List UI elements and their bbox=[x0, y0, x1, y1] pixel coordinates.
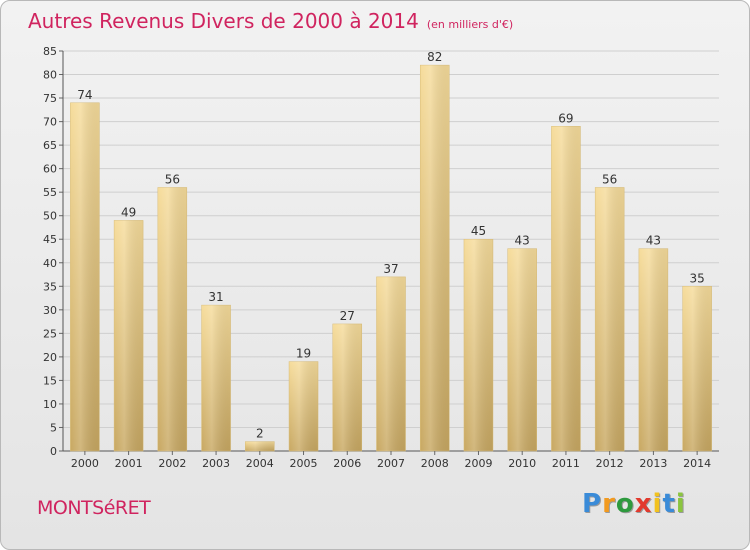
data-label-2001: 49 bbox=[121, 205, 136, 219]
bar-highlight-2007 bbox=[376, 276, 406, 451]
data-label-2009: 45 bbox=[471, 224, 486, 238]
bar-highlight-2009 bbox=[463, 239, 493, 451]
data-label-2012: 56 bbox=[602, 172, 617, 186]
data-label-2006: 27 bbox=[340, 309, 355, 323]
y-tick-labels: 0 5 10 15 20 25 30 35 40 45 50 55 60 65 70 75 80 85 bbox=[43, 45, 57, 458]
logo-letter: r bbox=[602, 489, 616, 519]
y-tick-label: 25 bbox=[43, 327, 57, 340]
x-tick-label-2004: 2004 bbox=[246, 457, 274, 470]
x-tick-label-2003: 2003 bbox=[202, 457, 230, 470]
data-label-2002: 56 bbox=[165, 172, 180, 186]
x-tick-label-2008: 2008 bbox=[421, 457, 449, 470]
x-tick-label-2014: 2014 bbox=[683, 457, 711, 470]
bar-highlight-2013 bbox=[638, 248, 668, 451]
y-tick-label: 80 bbox=[43, 69, 57, 82]
y-tick-label: 10 bbox=[43, 398, 57, 411]
bar-highlight-2011 bbox=[551, 126, 581, 451]
bar-highlight-2002 bbox=[157, 187, 187, 451]
y-tick-label: 85 bbox=[43, 45, 57, 58]
bar-highlight-2005 bbox=[289, 361, 319, 451]
data-label-2000: 74 bbox=[77, 88, 92, 102]
y-tick-label: 45 bbox=[43, 233, 57, 246]
x-tick-label-2002: 2002 bbox=[158, 457, 186, 470]
logo-letter: P bbox=[582, 489, 603, 519]
logo-letter: i bbox=[675, 489, 686, 519]
x-tick-label-2009: 2009 bbox=[464, 457, 492, 470]
y-tick-label: 55 bbox=[43, 186, 57, 199]
x-tick-label-2000: 2000 bbox=[71, 457, 99, 470]
data-label-2005: 19 bbox=[296, 347, 311, 361]
bar-highlight-2004 bbox=[245, 441, 275, 451]
data-label-2011: 69 bbox=[558, 111, 573, 125]
y-tick-label: 5 bbox=[50, 421, 57, 434]
bar-highlight-2000 bbox=[70, 102, 100, 451]
data-label-2007: 37 bbox=[383, 262, 398, 276]
bar-highlight-2010 bbox=[507, 248, 537, 451]
bar-highlight-2003 bbox=[201, 305, 231, 451]
proxiti-logo: Proxiti bbox=[582, 489, 686, 519]
y-tick-label: 65 bbox=[43, 139, 57, 152]
y-tick-label: 20 bbox=[43, 351, 57, 364]
data-label-2008: 82 bbox=[427, 50, 442, 64]
y-tick-label: 50 bbox=[43, 210, 57, 223]
x-tick-label-2012: 2012 bbox=[596, 457, 624, 470]
x-tick-label-2005: 2005 bbox=[290, 457, 318, 470]
logo-letter: t bbox=[662, 489, 676, 519]
chart-title-block: Autres Revenus Divers de 2000 à 2014 (en … bbox=[28, 9, 513, 33]
x-tick-label-2010: 2010 bbox=[508, 457, 536, 470]
logo-letter: x bbox=[634, 489, 653, 519]
data-label-2004: 2 bbox=[256, 427, 264, 441]
data-label-2014: 35 bbox=[689, 271, 704, 285]
x-tick-labels: 2000 2001 2002 2003 2004 2005 2006 2007 2008 2009… bbox=[71, 451, 711, 470]
bar-highlight-2001 bbox=[114, 220, 144, 451]
logo-letter: o bbox=[615, 489, 635, 519]
bar-highlight-2006 bbox=[332, 323, 362, 451]
x-tick-label-2006: 2006 bbox=[333, 457, 361, 470]
bar-highlight-2012 bbox=[595, 187, 625, 451]
data-label-2013: 43 bbox=[646, 234, 661, 248]
x-tick-label-2001: 2001 bbox=[115, 457, 143, 470]
y-tick-label: 70 bbox=[43, 116, 57, 129]
y-tick-label: 40 bbox=[43, 257, 57, 270]
chart-title: Autres Revenus Divers de 2000 à 2014 bbox=[28, 9, 419, 33]
y-tick-label: 35 bbox=[43, 280, 57, 293]
y-tick-label: 30 bbox=[43, 304, 57, 317]
data-labels: 74 49 56 31 2 19 27 37 82 45 43 69 56 43 35 bbox=[77, 50, 705, 440]
chart-subtitle: (en milliers d'€) bbox=[426, 18, 514, 31]
y-tick-label: 15 bbox=[43, 374, 57, 387]
data-label-2003: 31 bbox=[208, 290, 223, 304]
logo-letter: i bbox=[652, 489, 663, 519]
bar-highlight-2014 bbox=[682, 286, 712, 451]
x-tick-label-2013: 2013 bbox=[639, 457, 667, 470]
bars bbox=[70, 64, 712, 452]
x-tick-label-2007: 2007 bbox=[377, 457, 405, 470]
data-label-2010: 43 bbox=[515, 234, 530, 248]
y-tick-label: 60 bbox=[43, 163, 57, 176]
bar-highlight-2008 bbox=[420, 65, 450, 451]
y-tick-label: 75 bbox=[43, 92, 57, 105]
y-tick-label: 0 bbox=[50, 445, 57, 458]
x-tick-label-2011: 2011 bbox=[552, 457, 580, 470]
commune-name: MONTSéRET bbox=[37, 497, 151, 519]
bar-chart: 0 5 10 15 20 25 30 35 40 45 50 55 60 65 70 75 80 85 74 49 5… bbox=[43, 45, 719, 470]
